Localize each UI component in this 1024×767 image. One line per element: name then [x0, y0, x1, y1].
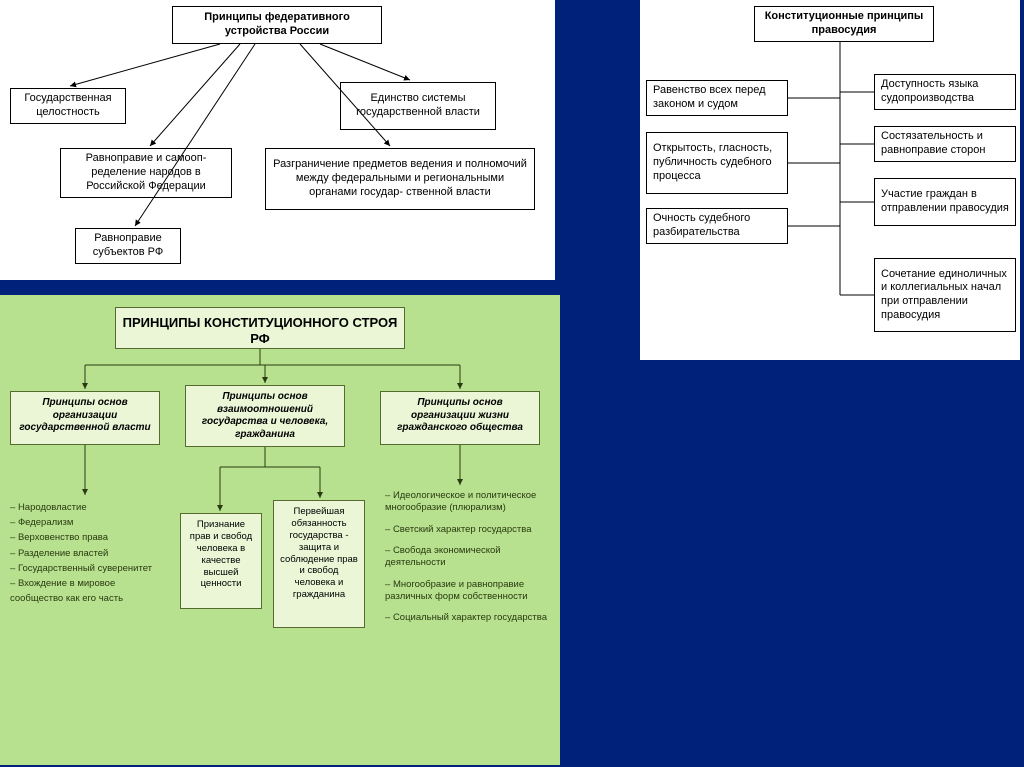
- p2-title: Конституционные принципы правосудия: [754, 6, 934, 42]
- panel-justice: Конституционные принципы правосудия Раве…: [640, 0, 1020, 360]
- p3-col1-header: Принципы основ организации государственн…: [10, 391, 160, 445]
- panel-constitution: ПРИНЦИПЫ КОНСТИТУЦИОННОГО СТРОЯ РФ Принц…: [0, 295, 560, 765]
- p1-n1: Государственная целостность: [10, 88, 126, 124]
- p3-c1-i2: Верховенство права: [10, 530, 170, 545]
- p2-l0: Равенство всех перед законом и судом: [646, 80, 788, 116]
- p2-r2: Участие граждан в отправлении правосудия: [874, 178, 1016, 226]
- p3-title: ПРИНЦИПЫ КОНСТИТУЦИОННОГО СТРОЯ РФ: [115, 307, 405, 349]
- p1-n4: Единство системы государственной власти: [340, 82, 496, 130]
- p3-c1-i3: Разделение властей: [10, 546, 170, 561]
- p3-c1-i5: Вхождение в мировое сообщество как его ч…: [10, 576, 170, 606]
- p3-c1-i0: Народовластие: [10, 500, 170, 515]
- p3-col2-header: Принципы основ взаимоотношений государст…: [185, 385, 345, 447]
- p3-c3-i3: Многообразие и равноправие различных фор…: [385, 579, 555, 604]
- p3-c3-i4: Социальный характер государства: [385, 612, 555, 624]
- p3-c3-i0: Идеологическое и политическое многообраз…: [385, 490, 555, 515]
- p1-n2: Равноправие и самооп- ределение народов …: [60, 148, 232, 198]
- p2-l1: Открытость, гласность, публичность судеб…: [646, 132, 788, 194]
- p3-col1-list: Народовластие Федерализм Верховенство пр…: [10, 500, 170, 606]
- p2-r3: Сочетание единоличных и коллегиальных на…: [874, 258, 1016, 332]
- panel-federative: Принципы федеративного устройства России…: [0, 0, 555, 280]
- p3-col2-box1: Признание прав и свобод человека в качес…: [180, 513, 262, 609]
- p2-r1: Состязательность и равноправие сторон: [874, 126, 1016, 162]
- p3-col3-header: Принципы основ организации жизни граждан…: [380, 391, 540, 445]
- p1-n3: Равноправие субъектов РФ: [75, 228, 181, 264]
- p3-col2-box2: Первейшая обязанность государства - защи…: [273, 500, 365, 628]
- p2-r0: Доступность языка судопроизводства: [874, 74, 1016, 110]
- p3-c1-i4: Государственный суверенитет: [10, 561, 170, 576]
- p1-title: Принципы федеративного устройства России: [172, 6, 382, 44]
- p2-l2: Очность судебного разбирательства: [646, 208, 788, 244]
- p1-n5: Разграничение предметов ведения и полном…: [265, 148, 535, 210]
- p3-c1-i1: Федерализм: [10, 515, 170, 530]
- p3-col3-list: Идеологическое и политическое многообраз…: [385, 490, 555, 625]
- p3-c3-i2: Свобода экономической деятельности: [385, 545, 555, 570]
- p3-c3-i1: Светский характер государства: [385, 524, 555, 536]
